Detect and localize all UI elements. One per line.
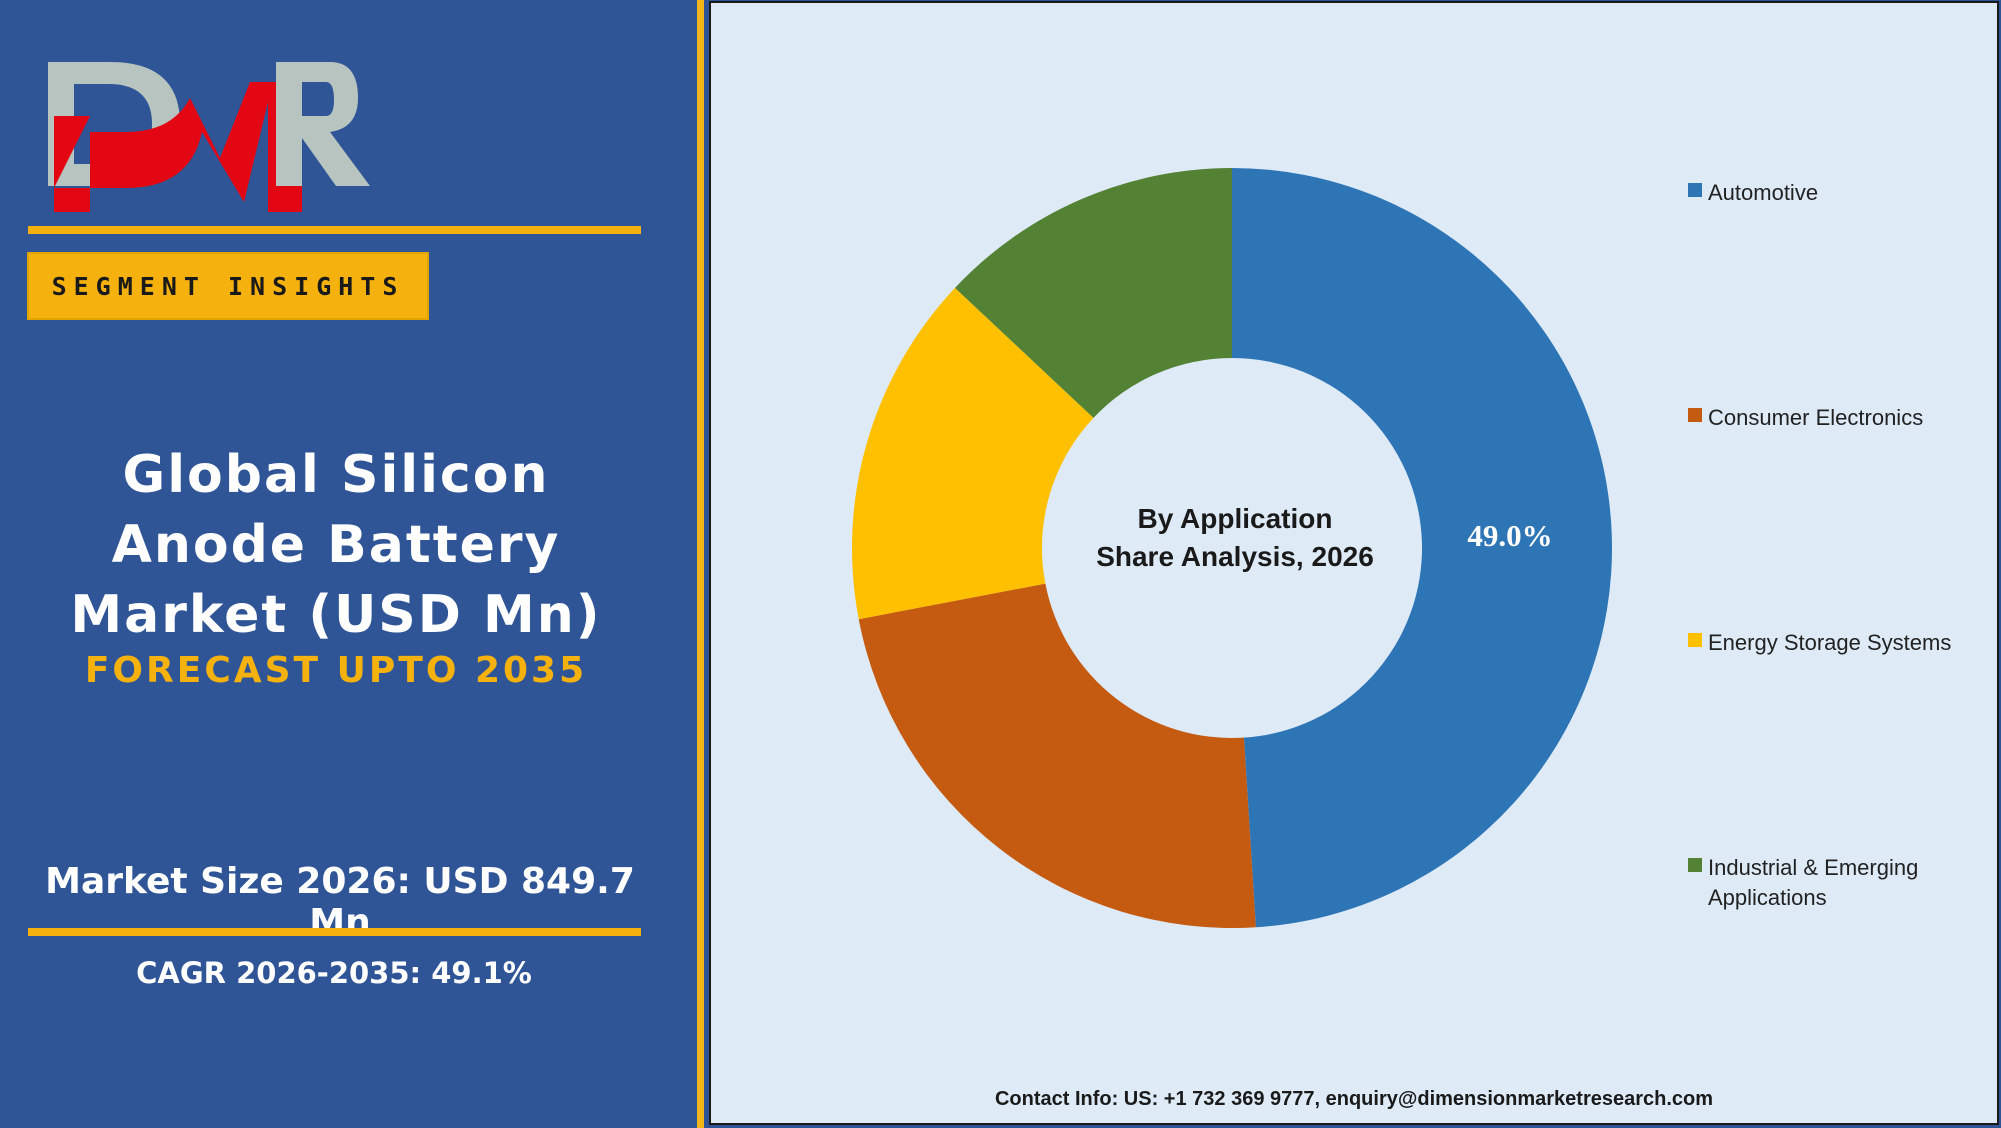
legend-swatch bbox=[1688, 408, 1702, 422]
legend-swatch bbox=[1688, 183, 1702, 197]
legend-item-industrial: Industrial & Emerging Applications bbox=[1688, 853, 1978, 913]
legend-item-consumer-electronics: Consumer Electronics bbox=[1688, 403, 1978, 433]
bottom-divider bbox=[28, 928, 641, 936]
top-divider bbox=[28, 226, 641, 234]
segment-insights-badge: SEGMENT INSIGHTS bbox=[27, 252, 429, 320]
slice-automotive bbox=[1232, 168, 1613, 928]
dmr-logo bbox=[48, 62, 370, 212]
legend-item-automotive: Automotive bbox=[1688, 178, 1978, 208]
slice-industrial bbox=[954, 168, 1232, 418]
center-title: By Application bbox=[1137, 503, 1333, 534]
page-title: Global Silicon Anode Battery Market (USD… bbox=[70, 445, 602, 645]
slice-energy-storage bbox=[852, 287, 1094, 620]
legend-item-energy-storage: Energy Storage Systems bbox=[1688, 628, 1978, 658]
forecast-subtitle: FORECAST UPTO 2035 bbox=[84, 650, 588, 691]
legend-swatch bbox=[1688, 633, 1702, 647]
data-label-automotive: 49.0% bbox=[1467, 518, 1553, 553]
legend-swatch bbox=[1688, 858, 1702, 872]
legend-label: Consumer Electronics bbox=[1708, 405, 1924, 430]
vertical-divider bbox=[697, 0, 704, 1128]
cagr-text: CAGR 2026-2035: 49.1% bbox=[136, 956, 532, 990]
legend-label: Automotive bbox=[1708, 180, 1819, 205]
slice-consumer-electronics bbox=[858, 583, 1256, 928]
market-size: Market Size 2026: USD 849.7 Mn bbox=[45, 861, 635, 943]
chart-center-label: By Application Share Analysis, 2026 bbox=[1060, 500, 1410, 576]
center-subtitle: Share Analysis, 2026 bbox=[1096, 541, 1374, 572]
legend-label: Energy Storage Systems bbox=[1708, 630, 1952, 655]
legend-label: Industrial & Emerging Applications bbox=[1708, 855, 1919, 910]
contact-info: Contact Info: US: +1 732 369 9777, enqui… bbox=[994, 1088, 1714, 1110]
sidebar-panel: SEGMENT INSIGHTS Global Silicon Anode Ba… bbox=[0, 0, 697, 1128]
